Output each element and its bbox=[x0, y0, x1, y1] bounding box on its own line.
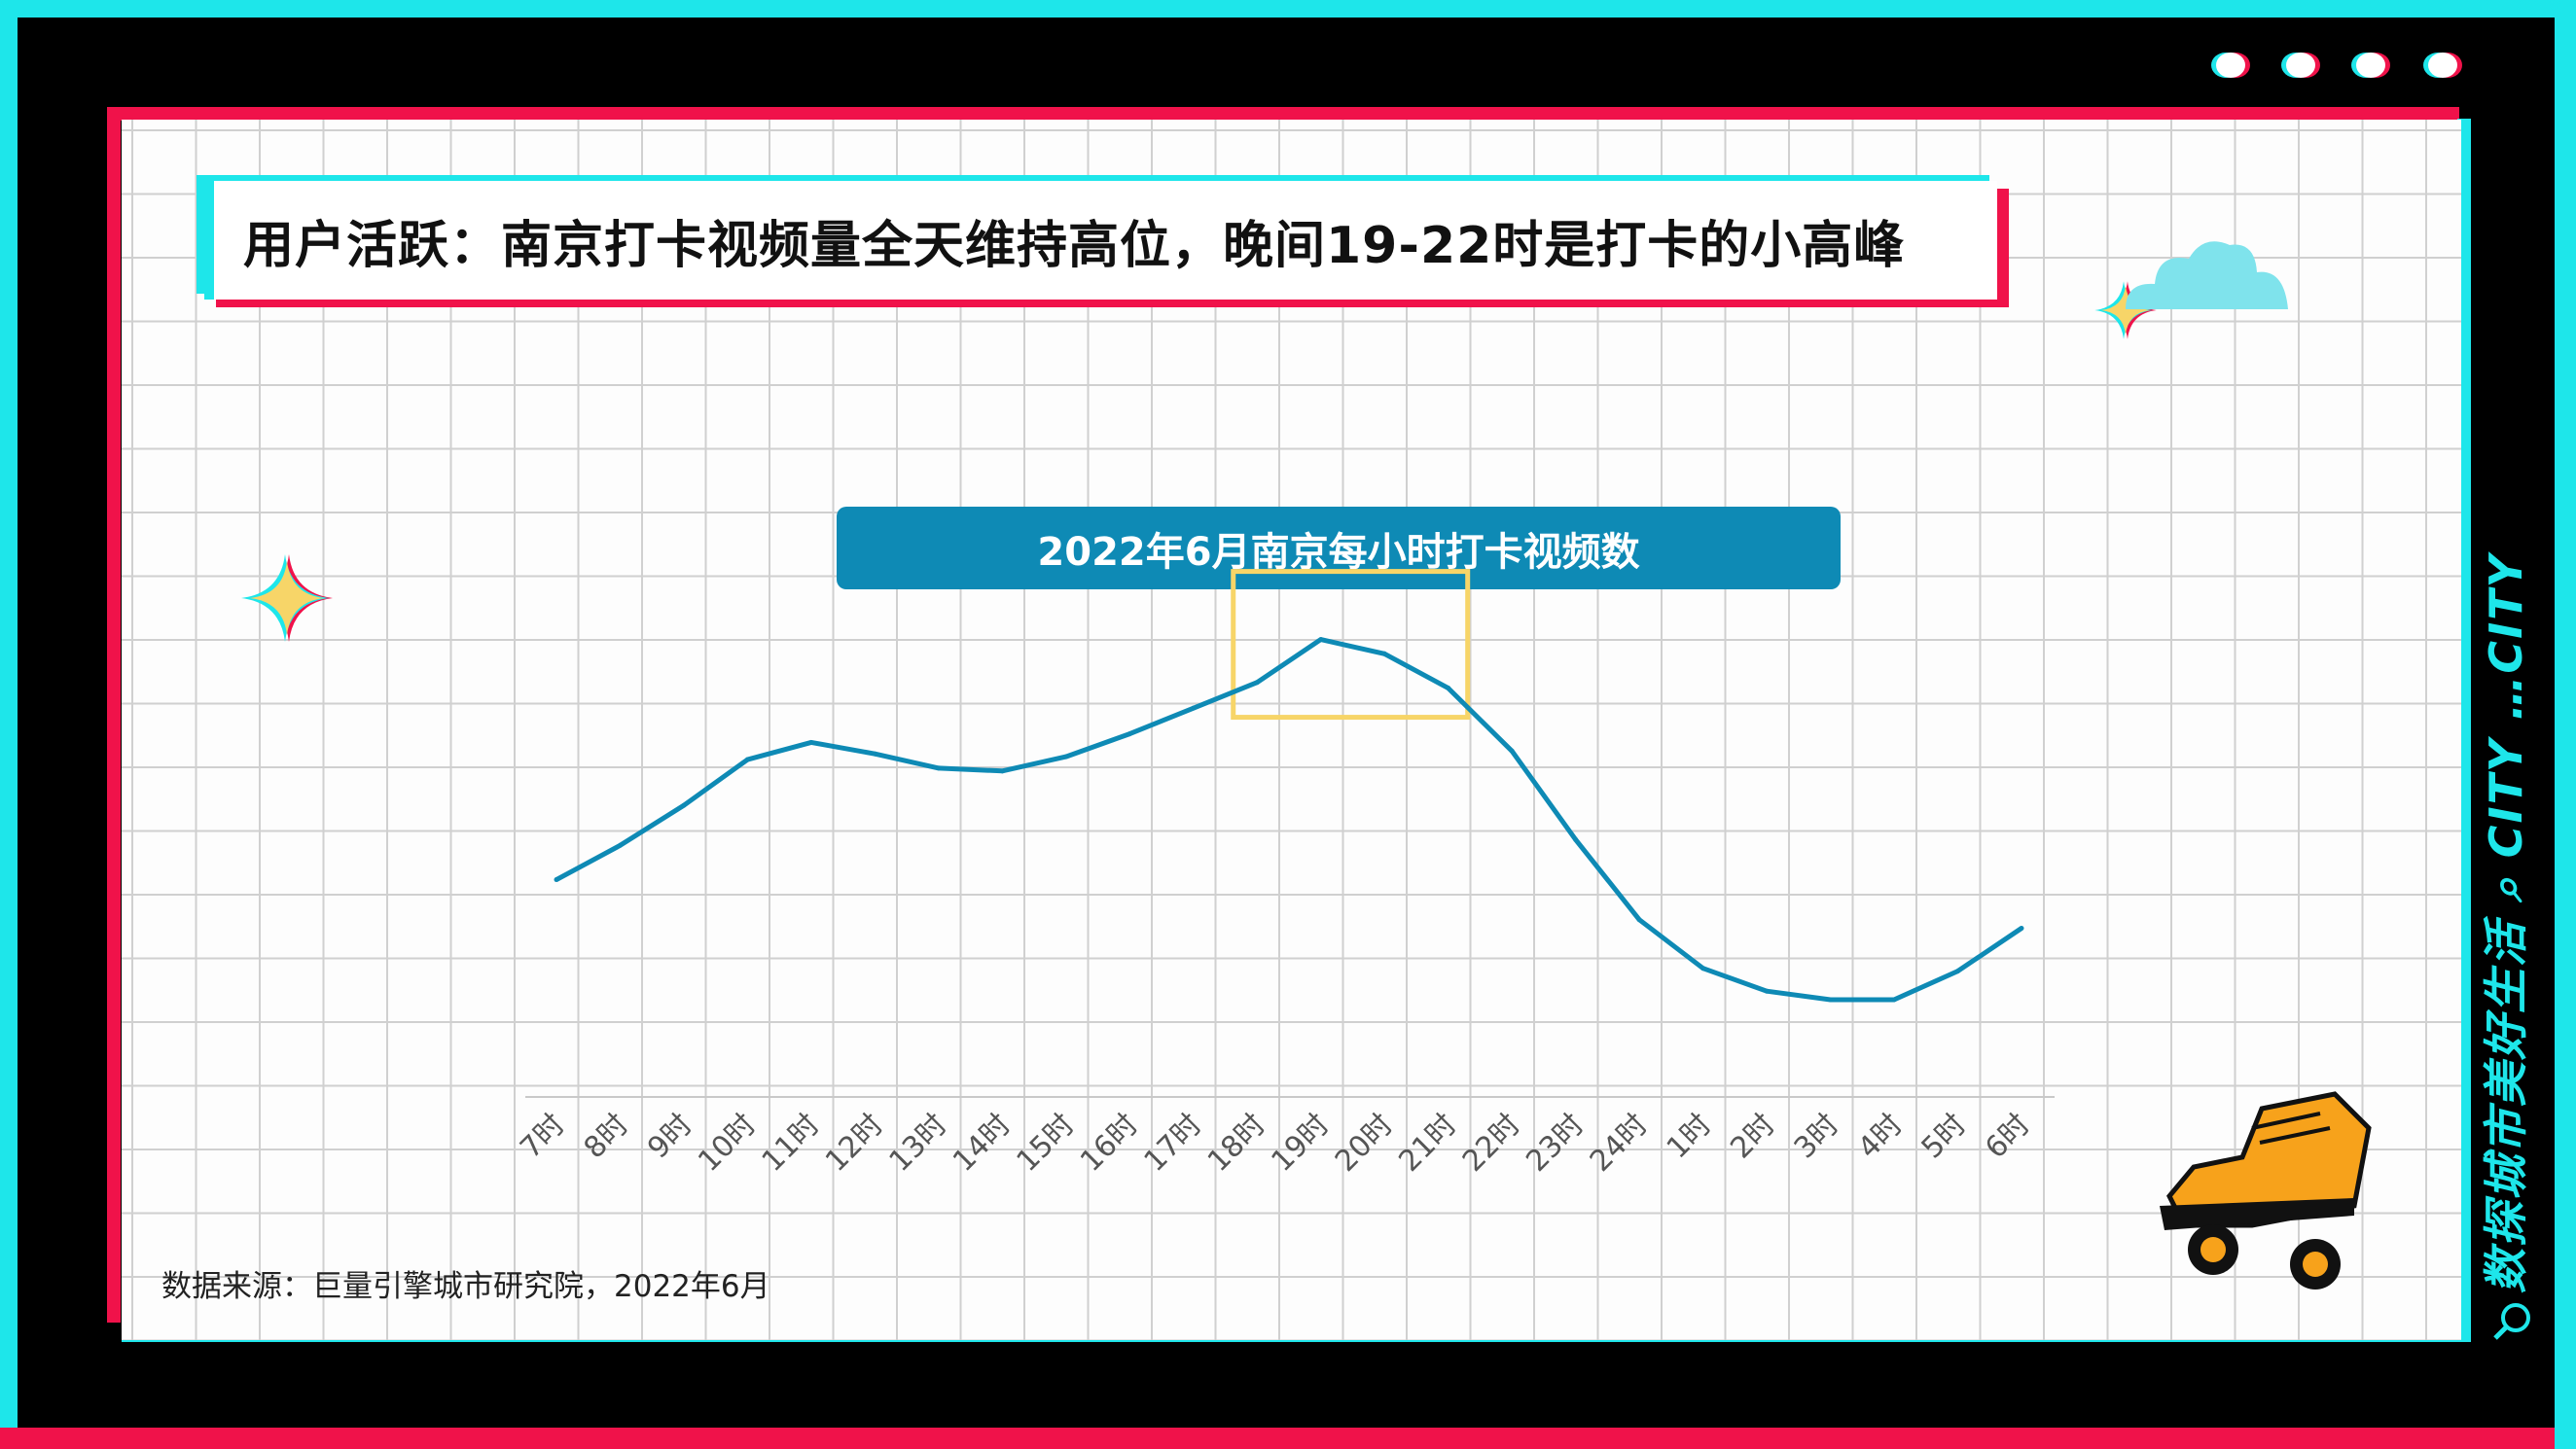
x-tick-label: 20时 bbox=[1329, 1108, 1400, 1179]
data-point bbox=[1381, 651, 1387, 656]
data-point bbox=[1254, 680, 1260, 686]
series-line bbox=[555, 637, 2023, 1003]
x-tick-label: 18时 bbox=[1201, 1108, 1272, 1179]
data-point bbox=[1573, 836, 1579, 842]
x-tick-label: 23时 bbox=[1520, 1108, 1591, 1179]
x-tick-label: 4时 bbox=[1851, 1108, 1909, 1165]
x-tick-label: 11时 bbox=[756, 1108, 827, 1179]
title-box: 用户活跃：南京打卡视频量全天维持高位，晚间19-22时是打卡的小高峰 bbox=[204, 181, 1997, 300]
x-tick-label: 13时 bbox=[883, 1108, 954, 1179]
frame-left-cyan bbox=[0, 0, 18, 1449]
data-point bbox=[1955, 969, 1961, 974]
data-point bbox=[936, 765, 942, 771]
data-point bbox=[1891, 997, 1897, 1003]
data-point bbox=[2019, 926, 2024, 932]
sparkle-icon bbox=[241, 554, 333, 642]
x-tick-label: 22时 bbox=[1456, 1108, 1527, 1179]
board-border-red bbox=[107, 107, 2459, 1323]
x-tick-label: 9时 bbox=[641, 1108, 698, 1165]
data-point bbox=[1509, 748, 1515, 754]
data-point bbox=[872, 751, 877, 757]
page-title: 用户活跃：南京打卡视频量全天维持高位，晚间19-22时是打卡的小高峰 bbox=[243, 216, 1906, 275]
x-tick-label: 24时 bbox=[1584, 1108, 1655, 1179]
x-tick-label: 15时 bbox=[1011, 1108, 1082, 1179]
chart-title: 2022年6月南京每小时打卡视频数 bbox=[1037, 529, 1640, 575]
window-dot-1 bbox=[2216, 53, 2245, 78]
x-tick-label: 8时 bbox=[578, 1108, 635, 1165]
data-point bbox=[1636, 917, 1642, 923]
x-tick-label: 10时 bbox=[692, 1108, 763, 1179]
data-point bbox=[1828, 997, 1834, 1003]
side-slogan: 数探城市美好生活 ⌕ CITY …CITY bbox=[2480, 553, 2532, 1293]
data-point bbox=[1764, 988, 1770, 994]
x-tick-label: 6时 bbox=[1979, 1108, 2036, 1165]
x-tick-label: 16时 bbox=[1074, 1108, 1145, 1179]
x-tick-label: 21时 bbox=[1392, 1108, 1463, 1179]
x-tick-label: 12时 bbox=[819, 1108, 890, 1179]
data-point bbox=[554, 877, 559, 883]
data-point bbox=[1127, 731, 1132, 737]
chart-title-pill: 2022年6月南京每小时打卡视频数 bbox=[837, 507, 1841, 589]
data-point bbox=[617, 842, 623, 848]
roller-skate-icon bbox=[2160, 1091, 2372, 1290]
x-tick-label: 14时 bbox=[947, 1108, 1018, 1179]
window-dot-4 bbox=[2428, 53, 2457, 78]
data-point bbox=[744, 757, 750, 762]
window-dot-2 bbox=[2286, 53, 2315, 78]
data-point bbox=[681, 802, 687, 808]
data-point bbox=[1063, 754, 1069, 760]
source-note: 数据来源：巨量引擎城市研究院，2022年6月 bbox=[161, 1269, 770, 1304]
x-tick-label: 19时 bbox=[1265, 1108, 1336, 1179]
grid-board bbox=[122, 120, 2461, 1340]
frame-bottom-red bbox=[0, 1428, 2576, 1449]
sparkle-icon bbox=[2094, 281, 2157, 339]
x-tick-label: 2时 bbox=[1724, 1108, 1781, 1165]
x-tick-label: 7时 bbox=[514, 1108, 571, 1165]
x-tick-label: 5时 bbox=[1915, 1108, 1973, 1165]
frame-top-cyan bbox=[0, 0, 2576, 18]
x-tick-label: 3时 bbox=[1788, 1108, 1845, 1165]
frame-right-cyan bbox=[2555, 0, 2576, 1449]
data-point bbox=[1700, 966, 1706, 972]
cloud-icon bbox=[2126, 241, 2288, 309]
peak-highlight-box bbox=[1231, 569, 1471, 721]
data-point bbox=[808, 739, 814, 745]
data-point bbox=[1318, 637, 1324, 643]
data-point bbox=[1446, 686, 1451, 691]
data-point bbox=[1191, 705, 1197, 711]
window-dot-3 bbox=[2356, 53, 2385, 78]
x-tick-label: 1时 bbox=[1661, 1108, 1718, 1165]
x-tick-label: 17时 bbox=[1137, 1108, 1208, 1179]
data-point bbox=[999, 768, 1005, 774]
search-icon bbox=[2493, 1303, 2530, 1340]
